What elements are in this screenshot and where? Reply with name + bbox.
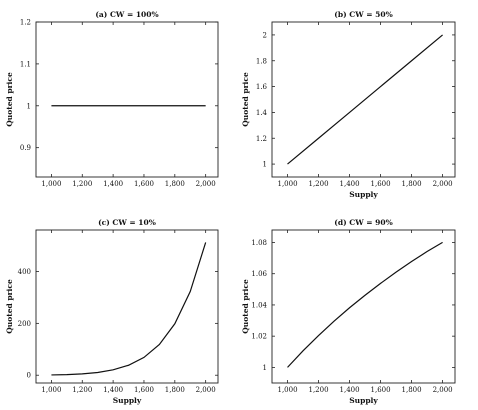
plot-frame [271, 229, 456, 384]
series-line [287, 34, 443, 165]
x-tick-label: 1,400 [340, 180, 360, 188]
x-tick-label: 1,000 [277, 180, 297, 188]
y-axis-label: Quoted price [5, 72, 14, 127]
x-tick-label: 1,000 [41, 180, 61, 188]
x-tick-label: 1,800 [402, 386, 422, 394]
x-tick-label: 1,400 [103, 386, 123, 394]
x-tick-label: 1,800 [165, 386, 185, 394]
plot-frame [35, 21, 219, 178]
x-tick-label: 2,000 [196, 386, 216, 394]
y-tick-label: 0.9 [20, 144, 31, 152]
x-tick-label: 1,200 [72, 386, 92, 394]
y-axis-label: Quoted price [241, 279, 250, 334]
y-tick-label: 1.08 [251, 239, 267, 247]
panel-title: (d) CW = 90% [334, 218, 392, 227]
x-axis-label: Supply [349, 396, 378, 405]
y-tick-label: 1.4 [256, 109, 268, 117]
chart-panel-1: (a) CW = 100% 1,000 1,200 1,400 1,600 1,800 2,… [5, 10, 219, 188]
panel-title: (b) CW = 50% [334, 10, 392, 19]
y-tick-label: 2 [263, 31, 267, 39]
x-tick-label: 1,000 [277, 386, 297, 394]
y-tick-label: 0 [27, 372, 31, 380]
x-axis-label: Supply [349, 190, 378, 199]
plot-frame [271, 21, 456, 178]
chart-panel-4: (d) CW = 90% 1,000 1,200 1,400 1,600 1,800 2,0… [241, 218, 456, 405]
x-tick-label: 1,600 [371, 386, 391, 394]
y-tick-label: 1.2 [20, 19, 31, 27]
x-tick-label: 1,400 [340, 386, 360, 394]
y-tick-label: 1.04 [251, 301, 267, 309]
x-tick-label: 2,000 [433, 180, 453, 188]
y-tick-label: 1 [27, 102, 31, 110]
plot-frame [35, 229, 219, 384]
y-axis-label: Quoted price [241, 72, 250, 127]
x-tick-label: 1,400 [103, 180, 123, 188]
x-tick-label: 2,000 [196, 180, 216, 188]
x-tick-label: 1,800 [402, 180, 422, 188]
y-tick-label: 1.06 [251, 270, 267, 278]
x-tick-label: 1,200 [309, 180, 329, 188]
x-tick-label: 1,600 [371, 180, 391, 188]
x-tick-label: 1,200 [309, 386, 329, 394]
y-tick-label: 1 [263, 364, 267, 372]
y-tick-label: 1.6 [256, 83, 268, 91]
y-axis-label: Quoted price [5, 279, 14, 334]
y-tick-label: 1.8 [256, 57, 267, 65]
y-tick-label: 1.02 [251, 333, 267, 341]
x-tick-label: 1,000 [41, 386, 61, 394]
series-line [51, 242, 207, 376]
x-tick-label: 1,600 [134, 386, 154, 394]
y-tick-label: 1 [263, 161, 267, 169]
x-tick-label: 1,200 [72, 180, 92, 188]
y-tick-label: 1.1 [20, 60, 31, 68]
panel-title: (c) CW = 10% [98, 218, 156, 227]
chart-panel-3: (c) CW = 10% 1,000 1,200 1,400 1,600 1,800 2,0… [5, 218, 219, 405]
x-tick-label: 1,800 [165, 180, 185, 188]
x-tick-label: 2,000 [433, 386, 453, 394]
y-tick-label: 1.2 [256, 135, 267, 143]
x-axis-label: Supply [113, 396, 142, 405]
y-tick-label: 200 [18, 320, 31, 328]
panel-title: (a) CW = 100% [95, 10, 158, 19]
chart-panel-2: (b) CW = 50% 1,000 1,200 1,400 1,600 1,800 2,0… [241, 10, 456, 199]
series-line [287, 241, 443, 368]
y-tick-label: 400 [18, 268, 31, 276]
x-tick-label: 1,600 [134, 180, 154, 188]
